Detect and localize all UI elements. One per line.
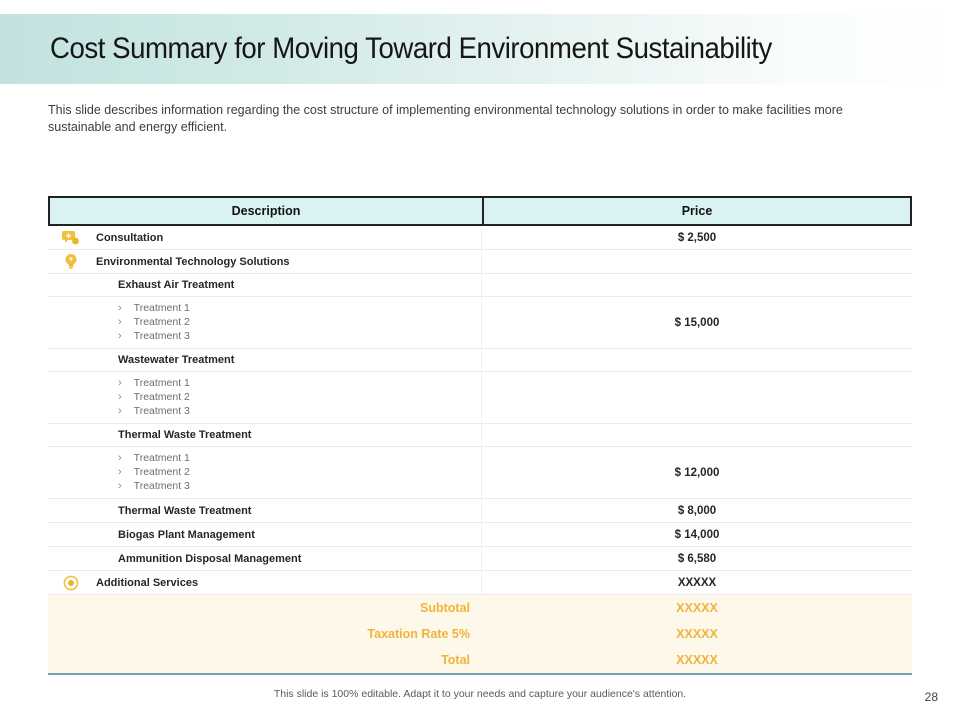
- row-label: Thermal Waste Treatment: [118, 429, 252, 441]
- summary-section: Subtotal XXXXX Taxation Rate 5% XXXXX To…: [48, 595, 912, 675]
- table-row: Exhaust Air Treatment: [48, 274, 912, 297]
- treatment-item: Treatment 2: [118, 466, 190, 479]
- row-price: [482, 372, 912, 423]
- page-number: 28: [924, 690, 938, 704]
- table-body: Consultation $ 2,500 Environmental: [48, 226, 912, 595]
- table-header-row: Description Price: [48, 196, 912, 226]
- treatment-item: Treatment 1: [118, 377, 190, 390]
- footer-note: This slide is 100% editable. Adapt it to…: [273, 688, 687, 700]
- row-label: Additional Services: [96, 576, 199, 589]
- summary-row-subtotal: Subtotal XXXXX: [48, 595, 912, 621]
- chat-plus-icon: [58, 230, 84, 246]
- table-row: Thermal Waste Treatment $ 8,000: [48, 499, 912, 523]
- summary-row-total: Total XXXXX: [48, 647, 912, 673]
- summary-value: XXXXX: [676, 653, 718, 667]
- row-price: $ 15,000: [674, 316, 720, 329]
- row-label: Consultation: [96, 231, 164, 244]
- table-row: Biogas Plant Management $ 14,000: [48, 523, 912, 547]
- treatment-item: Treatment 2: [118, 391, 190, 404]
- summary-label: Total: [441, 653, 470, 667]
- row-label: Thermal Waste Treatment: [118, 504, 252, 517]
- summary-value: XXXXX: [676, 601, 718, 615]
- summary-label: Subtotal: [420, 601, 470, 615]
- row-label: Wastewater Treatment: [118, 354, 235, 366]
- treatment-item: Treatment 3: [118, 405, 190, 418]
- title-band: Cost Summary for Moving Toward Environme…: [0, 14, 960, 84]
- summary-label: Taxation Rate 5%: [367, 627, 470, 641]
- column-header-price: Price: [681, 204, 713, 218]
- table-row: Thermal Waste Treatment: [48, 424, 912, 447]
- row-price: [482, 274, 912, 296]
- row-price: $ 12,000: [674, 466, 720, 479]
- column-header-description: Description: [50, 198, 484, 224]
- row-label: Biogas Plant Management: [118, 528, 255, 541]
- table-row: Treatment 1 Treatment 2 Treatment 3: [48, 372, 912, 424]
- table-row: Ammunition Disposal Management $ 6,580: [48, 547, 912, 571]
- row-price: $ 14,000: [674, 528, 720, 541]
- row-price: XXXXX: [677, 576, 717, 589]
- row-price: [482, 424, 912, 446]
- row-price: $ 2,500: [677, 231, 717, 244]
- page-title: Cost Summary for Moving Toward Environme…: [50, 32, 772, 65]
- summary-row-taxation: Taxation Rate 5% XXXXX: [48, 621, 912, 647]
- row-price: [482, 349, 912, 371]
- cost-table: Description Price Consultation $ 2,500: [48, 196, 912, 675]
- row-price: $ 6,580: [677, 552, 717, 565]
- treatment-item: Treatment 1: [118, 452, 190, 465]
- row-price: $ 8,000: [677, 504, 717, 517]
- table-row: Consultation $ 2,500: [48, 226, 912, 250]
- table-row: Environmental Technology Solutions: [48, 250, 912, 274]
- treatment-item: Treatment 2: [118, 316, 190, 329]
- target-icon: [58, 575, 84, 591]
- row-price: [482, 250, 912, 273]
- treatment-item: Treatment 3: [118, 330, 190, 343]
- summary-value: XXXXX: [676, 627, 718, 641]
- lightbulb-icon: [58, 253, 84, 271]
- row-label: Ammunition Disposal Management: [118, 552, 302, 565]
- treatment-item: Treatment 3: [118, 480, 190, 493]
- table-row: Wastewater Treatment: [48, 349, 912, 372]
- slide-description: This slide describes information regardi…: [48, 103, 843, 134]
- treatment-item: Treatment 1: [118, 302, 190, 315]
- row-label: Exhaust Air Treatment: [118, 279, 235, 291]
- table-row: Treatment 1 Treatment 2 Treatment 3 $ 12…: [48, 447, 912, 499]
- table-row: Additional Services XXXXX: [48, 571, 912, 595]
- table-row: Treatment 1 Treatment 2 Treatment 3 $ 15…: [48, 297, 912, 349]
- row-label: Environmental Technology Solutions: [96, 255, 290, 268]
